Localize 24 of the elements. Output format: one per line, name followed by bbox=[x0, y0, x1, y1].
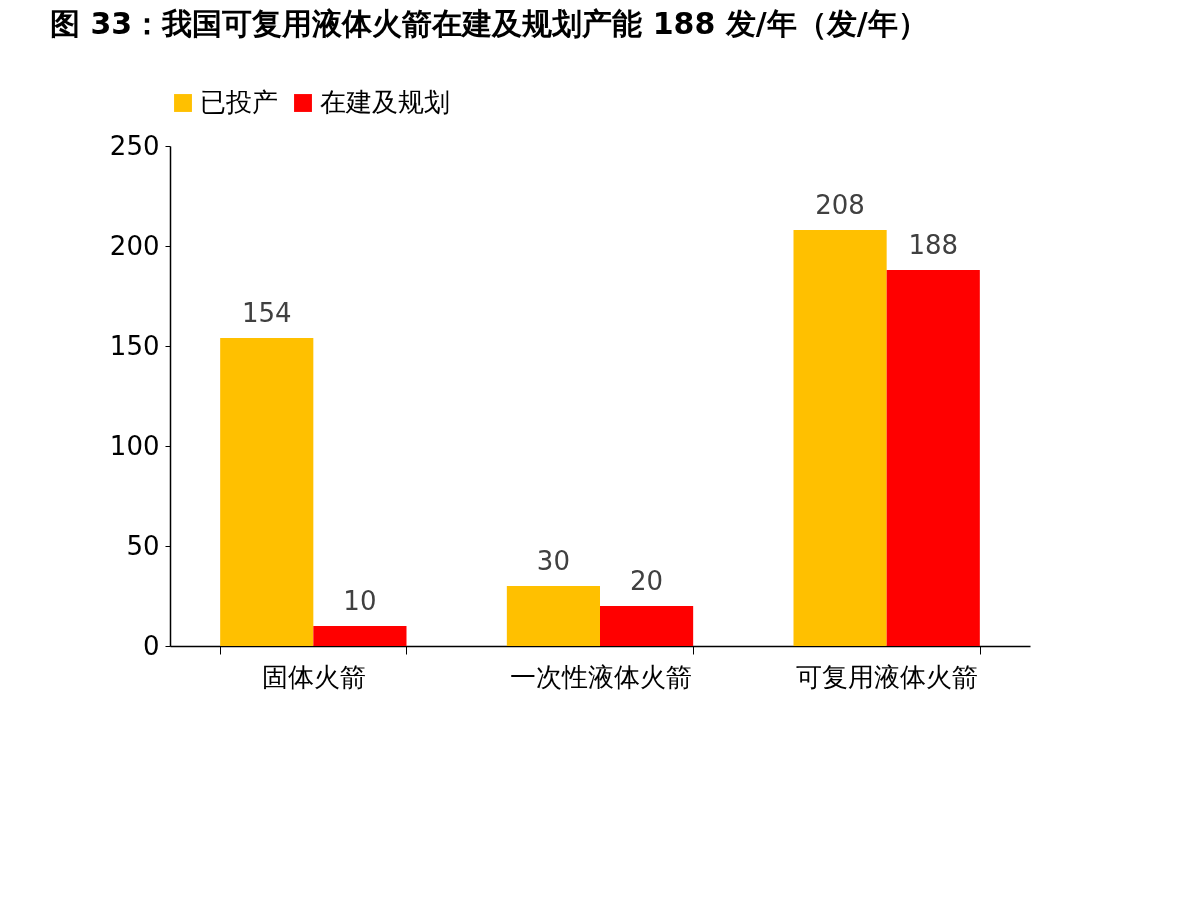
legend-label: 在建及规划 bbox=[320, 87, 450, 117]
bar bbox=[506, 586, 600, 646]
bar bbox=[220, 338, 314, 646]
x-tick-label: 固体火箭 bbox=[261, 661, 366, 692]
y-tick-label: 250 bbox=[109, 130, 160, 161]
data-label: 30 bbox=[536, 546, 570, 576]
y-tick-label: 200 bbox=[109, 230, 160, 261]
bar bbox=[886, 270, 980, 646]
data-label: 188 bbox=[908, 230, 959, 260]
bar bbox=[793, 230, 887, 646]
bar bbox=[600, 606, 694, 646]
y-tick-label: 0 bbox=[142, 630, 160, 661]
data-label: 20 bbox=[630, 566, 664, 596]
x-tick-label: 一次性液体火箭 bbox=[509, 661, 692, 692]
data-label: 10 bbox=[343, 586, 377, 616]
y-tick-label: 150 bbox=[109, 330, 160, 361]
bar bbox=[313, 626, 407, 646]
data-label: 154 bbox=[241, 298, 292, 328]
chart-title: 图 33：我国可复用液体火箭在建及规划产能 188 发/年（发/年） bbox=[50, 6, 928, 41]
y-tick-label: 50 bbox=[126, 530, 160, 561]
x-tick-label: 可复用液体火箭 bbox=[796, 661, 979, 692]
y-tick-label: 100 bbox=[109, 430, 160, 461]
data-label: 208 bbox=[815, 190, 865, 220]
legend-label: 已投产 bbox=[200, 87, 278, 117]
